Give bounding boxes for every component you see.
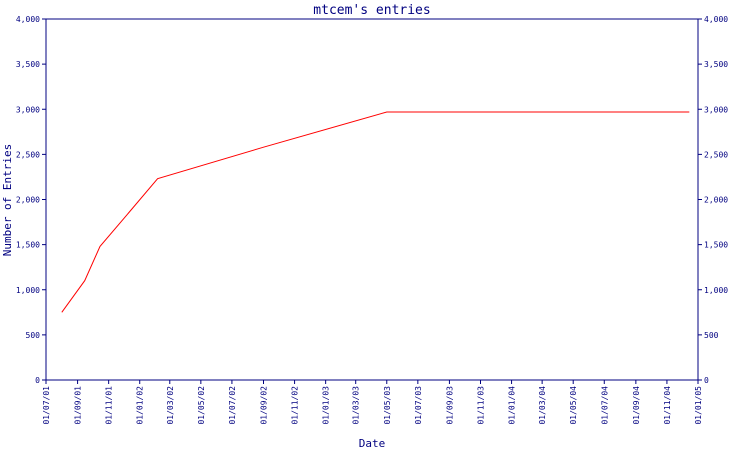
x-tick-label: 01/05/02 xyxy=(197,386,206,425)
chart-title: mtcem's entries xyxy=(313,3,430,18)
y-tick-label-right: 0 xyxy=(704,376,709,385)
x-tick-label: 01/05/03 xyxy=(383,386,392,425)
y-tick-label-right: 2,500 xyxy=(704,150,728,159)
x-tick-label: 01/11/02 xyxy=(291,386,300,425)
y-tick-label-left: 4,000 xyxy=(16,15,40,24)
x-tick-label: 01/03/02 xyxy=(166,386,175,425)
y-axis-title: Number of Entries xyxy=(1,144,14,257)
y-tick-label-left: 0 xyxy=(35,376,40,385)
x-tick-label: 01/01/03 xyxy=(322,386,331,425)
y-tick-label-left: 2,000 xyxy=(16,196,40,205)
y-tick-label-left: 2,500 xyxy=(16,150,40,159)
y-tick-label-left: 3,500 xyxy=(16,60,40,69)
series-line xyxy=(61,111,690,313)
x-axis-title: Date xyxy=(359,437,386,450)
x-tick-label: 01/07/01 xyxy=(42,386,51,425)
y-tick-label-left: 1,000 xyxy=(16,286,40,295)
x-tick-label: 01/03/04 xyxy=(538,386,547,425)
series-layer xyxy=(61,111,690,313)
x-tick-label: 01/11/01 xyxy=(105,386,114,425)
y-tick-label-right: 2,000 xyxy=(704,196,728,205)
y-tick-label-right: 4,000 xyxy=(704,15,728,24)
y-axis-right-ticks: 0 500 1,000 1,500 2,000 2,500 3,000 3,500 4,000 xyxy=(698,15,728,385)
x-tick-label: 01/11/04 xyxy=(663,386,672,425)
x-tick-label: 01/09/04 xyxy=(632,386,641,425)
x-tick-label: 01/09/01 xyxy=(74,386,83,425)
y-tick-label-left: 3,000 xyxy=(16,105,40,114)
x-tick-label: 01/11/03 xyxy=(476,386,485,425)
x-tick-label: 01/01/04 xyxy=(508,386,517,425)
x-tick-label: 01/07/02 xyxy=(228,386,237,425)
y-tick-label-left: 1,500 xyxy=(16,241,40,250)
y-tick-label-right: 3,500 xyxy=(704,60,728,69)
y-axis-left-ticks: 0 500 1,000 1,500 2,000 2,500 3,000 3,500 4,000 xyxy=(16,15,46,385)
x-tick-label: 01/05/04 xyxy=(569,386,578,425)
y-tick-label-right: 3,000 xyxy=(704,105,728,114)
x-tick-label: 01/01/05 xyxy=(694,386,703,425)
y-tick-label-right: 1,000 xyxy=(704,286,728,295)
y-tick-label-left: 500 xyxy=(26,331,41,340)
x-tick-label: 01/07/03 xyxy=(414,386,423,425)
x-tick-label: 01/03/03 xyxy=(352,386,361,425)
x-axis-ticks: 01/07/01 01/09/01 01/11/01 01/01/02 01/03/02… xyxy=(42,380,703,425)
y-tick-label-right: 1,500 xyxy=(704,241,728,250)
x-tick-label: 01/01/02 xyxy=(136,386,145,425)
x-tick-label: 01/09/03 xyxy=(445,386,454,425)
x-tick-label: 01/09/02 xyxy=(260,386,269,425)
x-tick-label: 01/07/04 xyxy=(600,386,609,425)
y-tick-label-right: 500 xyxy=(704,331,719,340)
